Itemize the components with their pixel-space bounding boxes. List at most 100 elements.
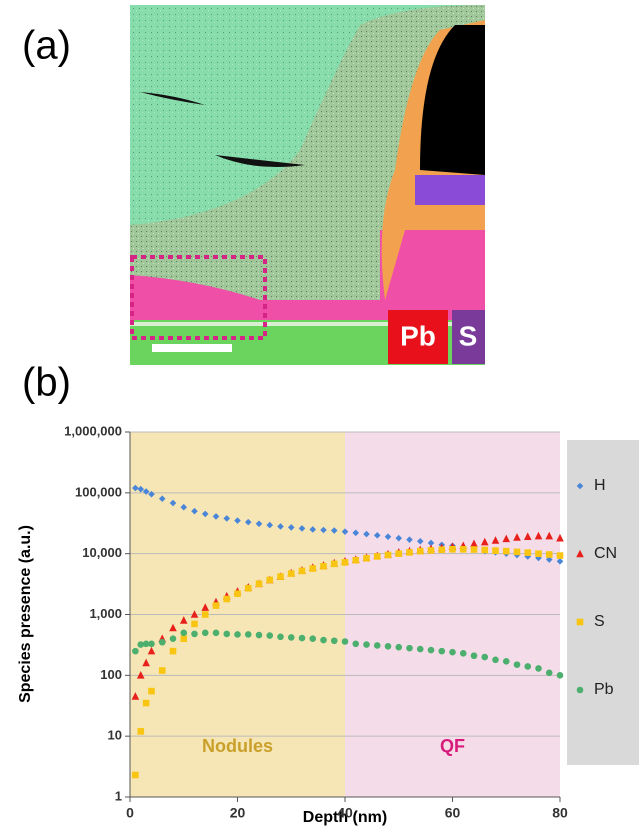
marker: [513, 533, 521, 541]
marker: [534, 531, 543, 540]
marker: [298, 525, 306, 532]
marker: [223, 515, 231, 522]
marker: [341, 638, 349, 645]
marker: [449, 648, 456, 656]
marker: [212, 602, 220, 609]
marker: [244, 518, 252, 526]
marker: [244, 584, 252, 592]
marker: [244, 631, 252, 638]
marker: [148, 640, 155, 648]
marker: [545, 551, 553, 558]
micrograph: Pb S: [130, 5, 485, 365]
marker: [277, 573, 284, 580]
marker: [132, 647, 139, 655]
marker: [384, 551, 392, 559]
marker: [481, 653, 489, 661]
marker: [352, 640, 360, 648]
marker: [212, 513, 220, 520]
marker: [136, 671, 145, 679]
marker: [576, 549, 584, 558]
marker: [147, 646, 156, 655]
marker: [330, 637, 338, 645]
marker: [148, 687, 155, 695]
marker: [234, 631, 241, 638]
element-label: Pb: [400, 320, 436, 351]
marker: [255, 580, 263, 588]
marker: [201, 629, 209, 637]
marker: [576, 686, 584, 694]
y-tick-label: 1,000,000: [64, 423, 122, 438]
y-tick-label: 1: [115, 788, 122, 803]
marker: [142, 658, 150, 667]
marker: [212, 629, 220, 637]
marker: [556, 672, 564, 679]
marker: [449, 545, 456, 553]
marker: [131, 692, 140, 700]
element-label: S: [459, 320, 478, 351]
x-tick-label: 60: [445, 805, 461, 821]
marker: [373, 532, 381, 539]
marker: [287, 524, 295, 531]
marker: [287, 570, 295, 577]
marker: [492, 547, 499, 554]
marker: [416, 537, 424, 545]
marker: [191, 630, 198, 638]
marker: [341, 528, 349, 535]
x-tick-label: 80: [552, 805, 568, 821]
marker: [266, 521, 274, 529]
marker: [470, 546, 478, 553]
region-label: Nodules: [202, 736, 273, 756]
marker: [191, 620, 198, 628]
marker: [535, 665, 542, 672]
legend-label: H: [594, 477, 606, 494]
marker: [480, 537, 489, 546]
panel-label: (b): [22, 361, 71, 405]
marker: [137, 641, 145, 648]
marker: [556, 533, 564, 542]
marker: [535, 550, 542, 557]
marker: [502, 547, 510, 555]
marker: [298, 634, 306, 642]
marker: [287, 634, 295, 641]
marker: [406, 644, 413, 652]
marker: [180, 503, 188, 511]
marker: [132, 484, 139, 492]
marker: [427, 646, 435, 654]
marker: [255, 520, 263, 528]
x-axis-title: Depth (nm): [303, 809, 387, 826]
marker: [330, 560, 338, 568]
marker: [438, 647, 446, 655]
marker: [395, 643, 403, 651]
marker: [277, 633, 284, 641]
marker: [545, 531, 554, 540]
marker: [470, 652, 478, 660]
y-tick-label: 10: [108, 728, 122, 743]
marker: [395, 550, 403, 557]
x-tick-label: 40: [337, 805, 353, 821]
marker: [255, 631, 263, 639]
x-tick-label: 20: [230, 805, 246, 821]
marker: [502, 534, 511, 543]
marker: [142, 699, 150, 707]
marker: [556, 552, 564, 559]
marker: [513, 548, 521, 556]
marker: [223, 630, 231, 638]
marker: [416, 645, 424, 653]
legend-box: [567, 440, 639, 765]
marker: [158, 495, 166, 503]
legend-label: S: [594, 613, 605, 630]
marker: [137, 728, 145, 735]
marker: [142, 640, 150, 648]
marker: [406, 536, 413, 543]
marker: [320, 636, 327, 644]
marker: [309, 526, 317, 533]
marker: [180, 635, 188, 643]
marker: [132, 771, 139, 779]
marker: [545, 669, 553, 677]
marker: [427, 547, 435, 554]
marker: [169, 623, 177, 632]
marker: [330, 527, 338, 534]
panel-label: (a): [22, 24, 71, 68]
legend-label: Pb: [594, 681, 614, 698]
marker: [320, 526, 327, 534]
